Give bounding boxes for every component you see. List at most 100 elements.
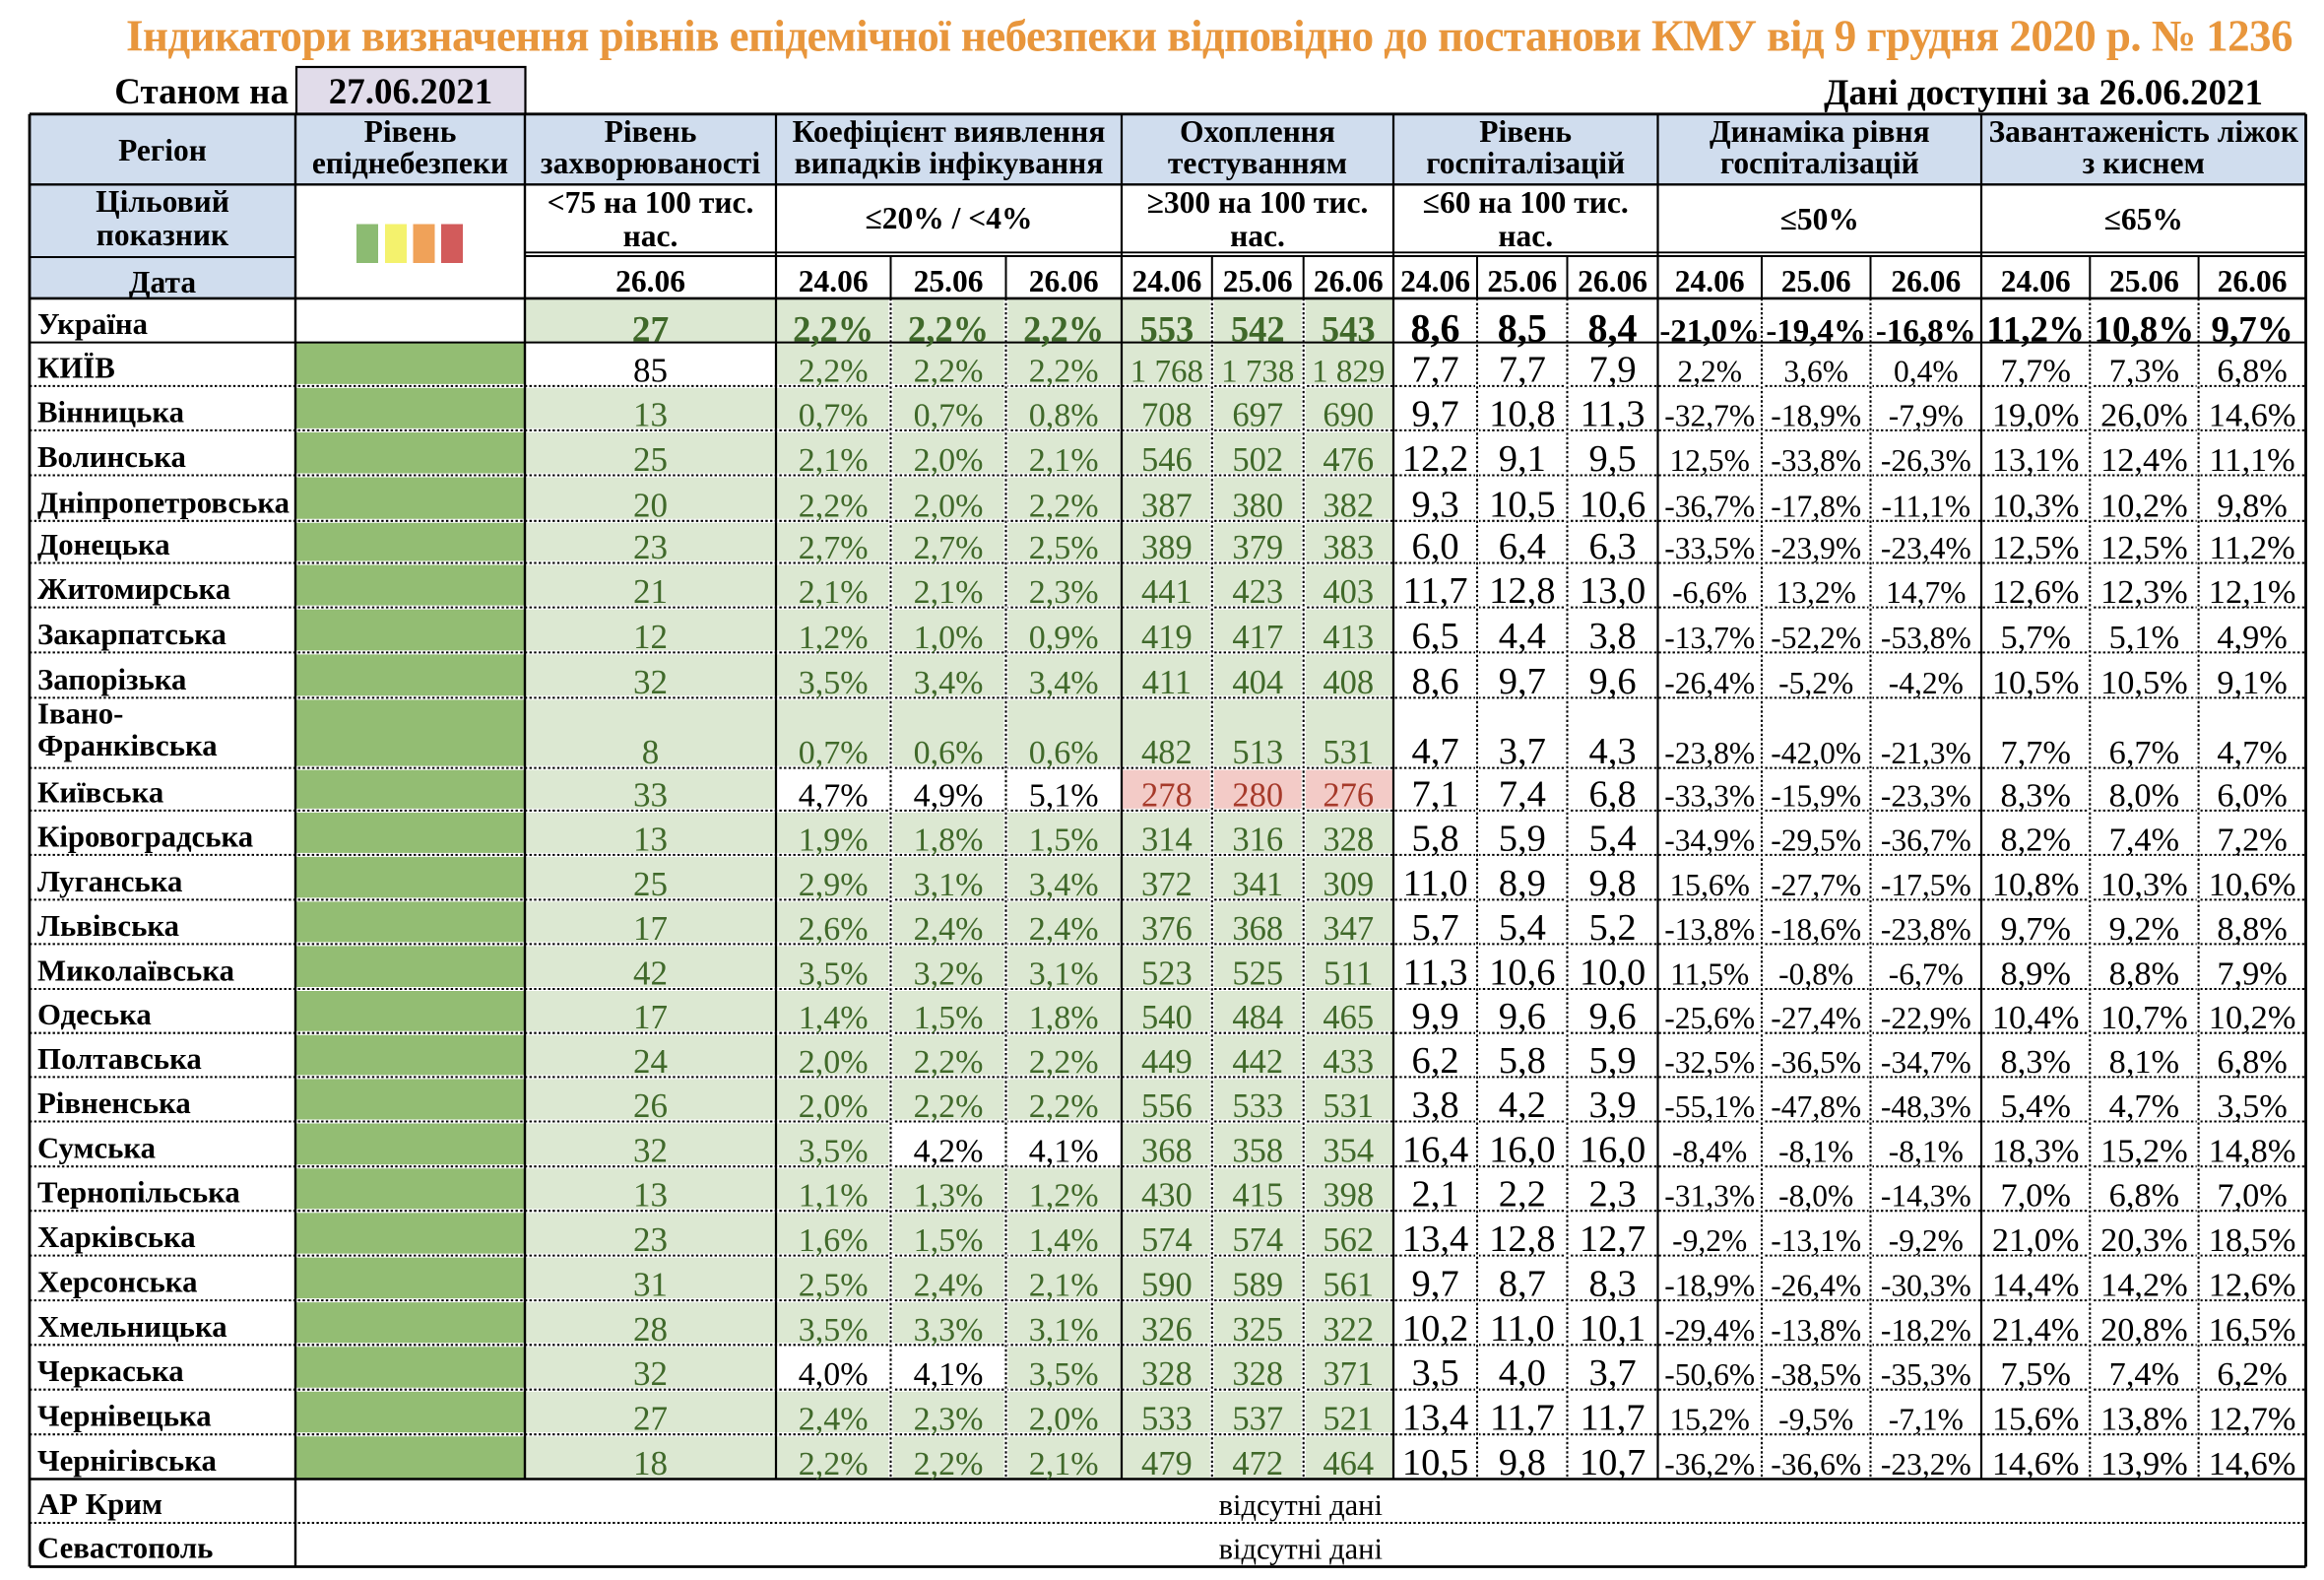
svg-text:12,2: 12,2: [1402, 438, 1468, 480]
svg-text:18,3%: 18,3%: [1992, 1133, 2080, 1170]
svg-text:3,5%: 3,5%: [799, 1312, 869, 1349]
svg-text:408: 408: [1323, 664, 1374, 701]
svg-text:9,6: 9,6: [1588, 661, 1636, 702]
svg-text:513: 513: [1232, 734, 1283, 771]
svg-text:7,1: 7,1: [1411, 773, 1458, 815]
svg-text:-23,2%: -23,2%: [1881, 1447, 1971, 1481]
svg-text:325: 325: [1232, 1311, 1283, 1349]
svg-text:10,5%: 10,5%: [1992, 664, 2080, 701]
svg-text:12,6%: 12,6%: [2209, 1267, 2296, 1304]
svg-text:Сумська: Сумська: [37, 1132, 156, 1165]
svg-text:2,4%: 2,4%: [1029, 911, 1099, 948]
svg-text:368: 368: [1141, 1133, 1193, 1170]
svg-text:20: 20: [633, 486, 668, 524]
svg-text:354: 354: [1323, 1133, 1374, 1170]
svg-text:1,3%: 1,3%: [914, 1178, 984, 1215]
svg-text:-27,7%: -27,7%: [1771, 868, 1861, 902]
svg-text:1,1%: 1,1%: [799, 1178, 869, 1215]
svg-text:2,7%: 2,7%: [914, 530, 984, 566]
svg-text:484: 484: [1232, 999, 1283, 1036]
svg-text:0,6%: 0,6%: [914, 735, 984, 771]
svg-text:1,8%: 1,8%: [914, 822, 984, 858]
svg-text:-8,0%: -8,0%: [1778, 1179, 1853, 1214]
svg-text:7,7: 7,7: [1411, 349, 1458, 390]
svg-text:-23,8%: -23,8%: [1881, 912, 1971, 947]
svg-text:АР Крим: АР Крим: [37, 1487, 162, 1521]
svg-text:2,0%: 2,0%: [1029, 1402, 1099, 1438]
svg-text:11,3: 11,3: [1403, 953, 1468, 994]
svg-text:441: 441: [1141, 573, 1193, 611]
svg-text:Дата: Дата: [129, 265, 196, 299]
svg-text:-23,4%: -23,4%: [1881, 531, 1971, 565]
svg-text:562: 562: [1323, 1221, 1374, 1259]
svg-text:14,6%: 14,6%: [2209, 396, 2296, 433]
svg-text:9,1: 9,1: [1499, 438, 1546, 480]
svg-text:1 829: 1 829: [1312, 354, 1385, 389]
svg-text:10,8%: 10,8%: [1992, 866, 2080, 903]
svg-text:8,5: 8,5: [1498, 306, 1547, 351]
svg-text:3,5%: 3,5%: [2217, 1087, 2287, 1125]
svg-text:430: 430: [1141, 1177, 1193, 1215]
svg-text:3,2%: 3,2%: [914, 956, 984, 993]
svg-text:-18,9%: -18,9%: [1664, 1269, 1755, 1303]
svg-text:690: 690: [1323, 396, 1374, 433]
svg-text:546: 546: [1141, 441, 1193, 479]
svg-text:25.06: 25.06: [1487, 264, 1557, 298]
svg-text:відсутні дані: відсутні дані: [1219, 1533, 1383, 1566]
svg-text:380: 380: [1232, 487, 1283, 524]
svg-text:14,2%: 14,2%: [2100, 1267, 2188, 1304]
svg-text:11,7: 11,7: [1490, 1398, 1555, 1439]
svg-text:11,2%: 11,2%: [1986, 310, 2085, 351]
svg-text:24.06: 24.06: [1400, 264, 1470, 298]
svg-text:9,1%: 9,1%: [2217, 664, 2287, 701]
svg-text:-26,4%: -26,4%: [1771, 1269, 1861, 1303]
svg-text:13,9%: 13,9%: [2100, 1445, 2188, 1482]
svg-text:13,4: 13,4: [1402, 1398, 1468, 1439]
svg-text:3,8: 3,8: [1411, 1085, 1458, 1126]
svg-text:Житомирська: Житомирська: [37, 572, 230, 606]
svg-text:525: 525: [1232, 955, 1283, 993]
svg-text:13,2%: 13,2%: [1776, 575, 1856, 610]
svg-text:5,8: 5,8: [1411, 818, 1458, 859]
svg-text:7,5%: 7,5%: [2000, 1355, 2070, 1393]
svg-text:6,8%: 6,8%: [2109, 1177, 2179, 1215]
svg-text:з киснем: з киснем: [2083, 146, 2205, 180]
svg-text:8,9%: 8,9%: [2000, 955, 2070, 993]
svg-text:2,0%: 2,0%: [914, 442, 984, 479]
svg-text:26: 26: [633, 1086, 668, 1125]
svg-text:18,5%: 18,5%: [2209, 1221, 2296, 1259]
svg-text:-18,9%: -18,9%: [1771, 398, 1861, 432]
svg-text:5,8: 5,8: [1499, 1040, 1546, 1082]
svg-text:-33,3%: -33,3%: [1664, 778, 1755, 813]
svg-text:0,7%: 0,7%: [914, 397, 984, 433]
svg-text:Завантаженість ліжок: Завантаженість ліжок: [1989, 114, 2299, 149]
svg-text:589: 589: [1232, 1267, 1283, 1304]
svg-text:9,7: 9,7: [1411, 1264, 1458, 1305]
svg-text:0,7%: 0,7%: [799, 397, 869, 433]
svg-text:2,1%: 2,1%: [799, 442, 869, 479]
svg-text:17: 17: [633, 998, 668, 1036]
svg-text:8,2%: 8,2%: [2000, 821, 2070, 858]
svg-text:Львівська: Львівська: [37, 909, 179, 943]
svg-text:4,0%: 4,0%: [799, 1356, 869, 1393]
svg-text:276: 276: [1323, 776, 1374, 814]
svg-text:-8,4%: -8,4%: [1672, 1135, 1747, 1169]
svg-text:11,5%: 11,5%: [1670, 957, 1749, 992]
svg-text:Київська: Київська: [37, 775, 163, 809]
svg-text:Севастополь: Севастополь: [37, 1532, 213, 1565]
svg-text:2,2%: 2,2%: [914, 353, 984, 389]
svg-text:Кіровоградська: Кіровоградська: [37, 820, 253, 853]
svg-text:2,3%: 2,3%: [1029, 574, 1099, 611]
svg-text:27: 27: [632, 310, 670, 351]
svg-text:1,6%: 1,6%: [799, 1222, 869, 1259]
svg-text:8,7: 8,7: [1499, 1264, 1546, 1305]
svg-text:-36,6%: -36,6%: [1771, 1447, 1861, 1481]
svg-text:9,9: 9,9: [1411, 996, 1458, 1037]
svg-text:383: 383: [1323, 529, 1374, 566]
svg-text:2,2%: 2,2%: [1023, 309, 1104, 350]
svg-text:7,4%: 7,4%: [2109, 1355, 2179, 1393]
svg-text:2,2%: 2,2%: [1029, 1044, 1099, 1081]
svg-text:10,8: 10,8: [1489, 393, 1555, 434]
svg-text:-29,5%: -29,5%: [1771, 823, 1861, 857]
svg-text:Полтавська: Полтавська: [37, 1042, 202, 1076]
